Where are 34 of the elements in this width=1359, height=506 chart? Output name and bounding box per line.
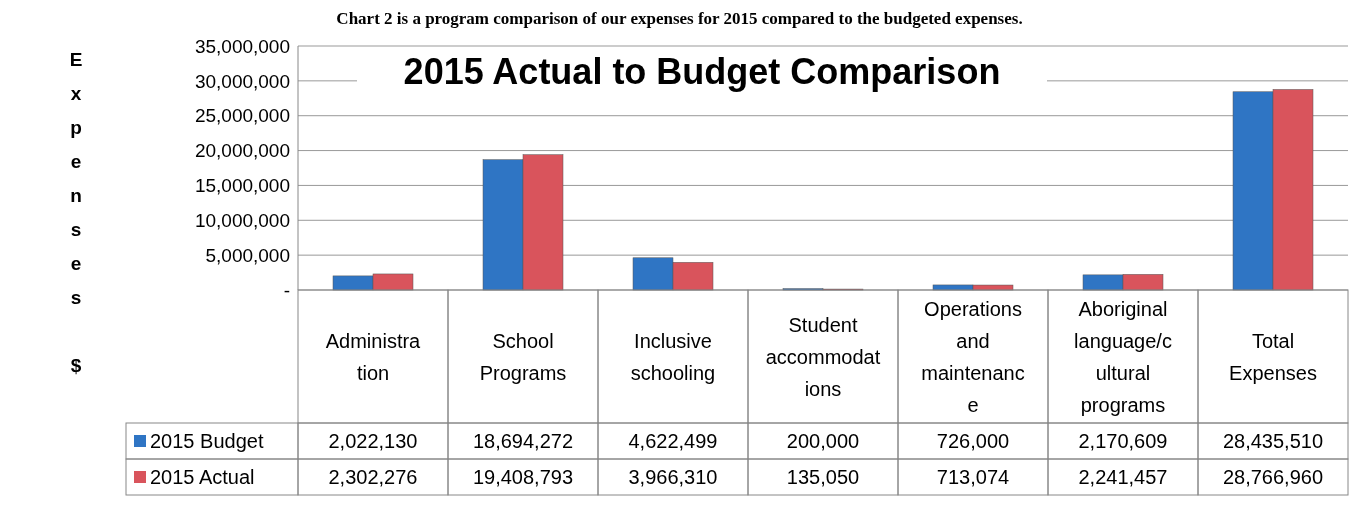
x-tick-label: Inclusive schooling — [630, 329, 716, 384]
x-tick-label: Student accommodations — [765, 313, 881, 400]
data-label: 2,302,276 — [328, 466, 418, 488]
data-label: 713,074 — [936, 466, 1010, 488]
legend-label: 2015 Budget — [150, 430, 264, 452]
y-tick-label: 20,000,000 — [194, 140, 290, 162]
data-label: 28,435,510 — [1222, 430, 1324, 452]
x-tick-label: Aboriginal language/cultural programs — [1074, 297, 1172, 416]
data-label: 4,622,499 — [628, 430, 718, 452]
y-tick-label: 30,000,000 — [194, 70, 290, 92]
data-label: 2,022,130 — [328, 430, 418, 452]
data-label: 135,050 — [786, 466, 860, 488]
data-label: 19,408,793 — [472, 466, 574, 488]
text: Expenses $ — [69, 49, 83, 376]
y-tick-label: - — [283, 279, 290, 301]
x-tick-label: School Programs — [479, 329, 567, 384]
y-tick-label: 35,000,000 — [194, 35, 290, 57]
data-label: 3,966,310 — [628, 466, 718, 488]
x-tick-label: Operations and maintenance — [921, 297, 1025, 416]
x-tick-label: Administration — [325, 329, 422, 384]
x-tick-label: Total Expenses — [1229, 329, 1317, 384]
y-tick-label: 5,000,000 — [205, 244, 290, 266]
y-tick-label: 15,000,000 — [194, 175, 290, 197]
data-label: 200,000 — [786, 430, 860, 452]
data-label: 2,170,609 — [1078, 430, 1168, 452]
caption: Chart 2 is a program comparison of our expenses for 2015 compared to the budgeted expenses. — [336, 9, 1023, 28]
y-tick-label: 25,000,000 — [194, 105, 290, 127]
data-label: 2,241,457 — [1078, 466, 1168, 488]
data-label: 18,694,272 — [472, 430, 574, 452]
data-label: 726,000 — [936, 430, 1010, 452]
legend-label: 2015 Actual — [150, 466, 255, 488]
y-tick-label: 10,000,000 — [194, 209, 290, 231]
data-label: 28,766,960 — [1222, 466, 1324, 488]
chart-title: 2015 Actual to Budget Comparison — [403, 51, 1001, 92]
